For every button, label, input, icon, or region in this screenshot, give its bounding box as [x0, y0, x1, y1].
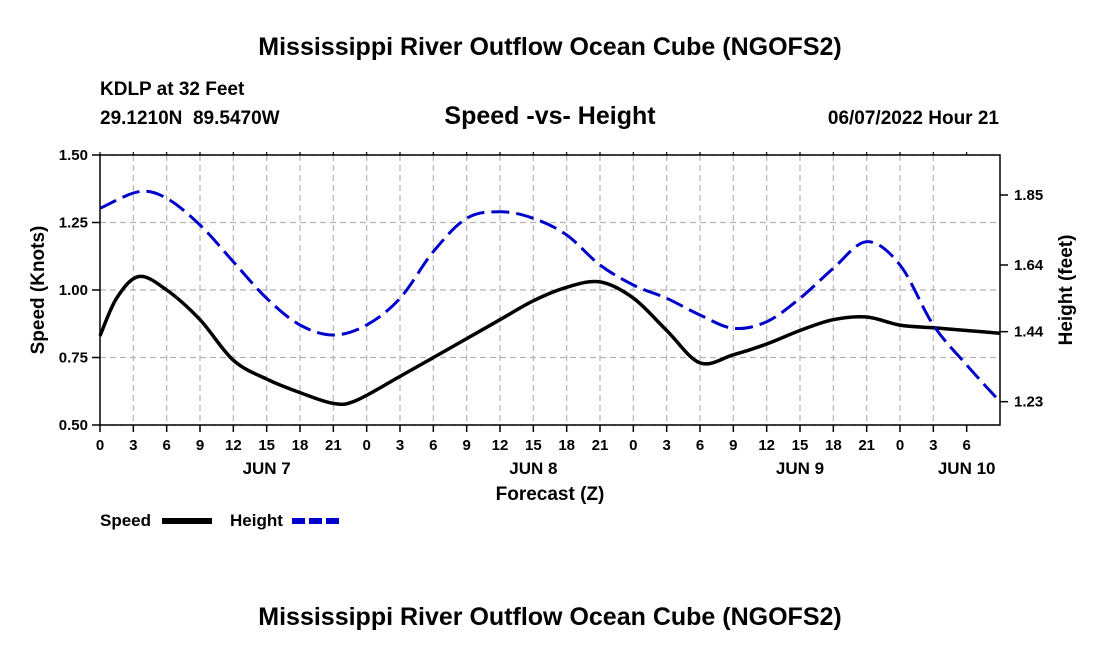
- speed-tick-label: 0.75: [59, 350, 88, 367]
- speed-tick-label: 1.50: [59, 147, 88, 164]
- x-tick-label: 21: [858, 437, 875, 454]
- left-axis-label: Speed (Knots): [28, 226, 49, 355]
- x-tick-label: 15: [525, 437, 542, 454]
- footer-title: Mississippi River Outflow Ocean Cube (NG…: [258, 603, 841, 631]
- x-tick-label: 0: [896, 437, 904, 454]
- height-tick-label: 1.64: [1014, 257, 1044, 274]
- x-tick-label: 21: [325, 437, 342, 454]
- x-tick-label: 0: [362, 437, 370, 454]
- legend-speed-label: Speed: [100, 511, 151, 530]
- height-tick-label: 1.23: [1014, 394, 1043, 411]
- x-axis-label: Forecast (Z): [496, 484, 605, 505]
- x-tick-label: 0: [629, 437, 637, 454]
- speed-series-line: [98, 274, 1001, 407]
- height-series-line: [99, 189, 1002, 403]
- chart-title: Mississippi River Outflow Ocean Cube (NG…: [258, 33, 841, 61]
- x-tick-label: 21: [592, 437, 609, 454]
- height-tick-label: 1.85: [1014, 187, 1043, 204]
- day-label: JUN 8: [509, 459, 557, 478]
- day-label: JUN 9: [776, 459, 824, 478]
- x-tick-label: 3: [396, 437, 404, 454]
- x-tick-label: 18: [558, 437, 575, 454]
- x-tick-label: 15: [792, 437, 809, 454]
- height-tick-label: 1.44: [1014, 324, 1044, 341]
- x-tick-label: 18: [825, 437, 842, 454]
- x-tick-label: 3: [929, 437, 937, 454]
- station-name: KDLP at 32 Feet: [100, 79, 245, 100]
- chart-subtitle: Speed -vs- Height: [444, 102, 656, 130]
- axes: 0 3 6 9 12 15 18 21 0 3 6 9 12 15 18 21 0 3 6 9 12 15 18 21 0 3 6 J…: [59, 147, 1044, 478]
- x-tick-label: 12: [492, 437, 509, 454]
- x-tick-label: 18: [292, 437, 309, 454]
- x-tick-label: 6: [162, 437, 170, 454]
- station-coordinates: 29.1210N 89.5470W: [100, 108, 280, 129]
- x-tick-label: 6: [429, 437, 437, 454]
- day-label: JUN 7: [243, 459, 291, 478]
- x-tick-label: 6: [962, 437, 970, 454]
- x-tick-label: 6: [696, 437, 704, 454]
- x-tick-label: 0: [96, 437, 104, 454]
- x-tick-label: 15: [258, 437, 275, 454]
- x-tick-label: 12: [225, 437, 242, 454]
- legend-height-label: Height: [230, 511, 283, 530]
- x-tick-label: 9: [729, 437, 737, 454]
- data-series: [98, 189, 1002, 407]
- legend: Speed Height: [100, 511, 342, 530]
- x-tick-label: 9: [196, 437, 204, 454]
- speed-tick-label: 0.50: [59, 417, 88, 434]
- run-time: 06/07/2022 Hour 21: [828, 108, 1000, 129]
- right-axis-label: Height (feet): [1056, 235, 1077, 346]
- x-tick-label: 12: [758, 437, 775, 454]
- grid-lines: [100, 154, 1000, 426]
- speed-tick-label: 1.00: [59, 282, 88, 299]
- x-tick-label: 3: [662, 437, 670, 454]
- x-tick-label: 3: [129, 437, 137, 454]
- x-tick-label: 9: [462, 437, 470, 454]
- day-label: JUN 10: [938, 459, 996, 478]
- speed-tick-label: 1.25: [59, 215, 88, 232]
